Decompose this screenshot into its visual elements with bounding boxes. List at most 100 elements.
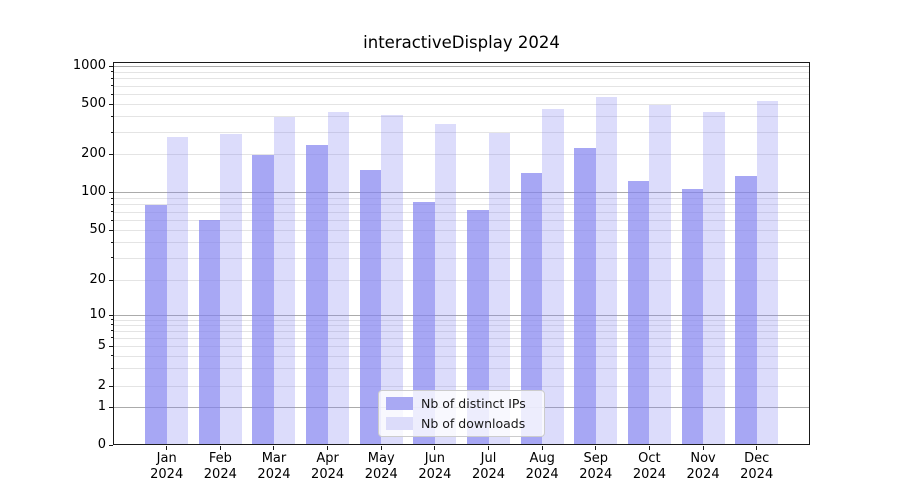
y-tick-mark — [109, 444, 113, 446]
y-tick-label: 100 — [81, 184, 106, 200]
x-tick-label-feb: Feb 2024 — [203, 451, 237, 482]
gridline-minor — [114, 355, 809, 357]
y-minor-tick-mark — [110, 337, 113, 339]
bar-nb-of-downloads-may — [381, 114, 403, 444]
y-minor-tick-mark — [110, 355, 113, 357]
gridline-minor — [114, 368, 809, 370]
x-tick-label-mar: Mar 2024 — [257, 451, 291, 482]
y-minor-tick-mark — [110, 71, 113, 73]
bar-nb-of-distinct-ips-feb — [198, 220, 221, 444]
x-tick-label-dec: Dec 2024 — [740, 451, 774, 482]
x-tick-label-jul: Jul 2024 — [471, 451, 506, 482]
gridline-minor — [114, 242, 809, 244]
x-tick-mark — [595, 446, 597, 450]
y-tick-label: 20 — [89, 272, 106, 287]
y-tick-label: 500 — [81, 96, 106, 111]
x-tick-label-nov: Nov 2024 — [686, 451, 720, 482]
gridline-minor — [114, 71, 809, 73]
x-tick-mark — [219, 446, 221, 450]
y-minor-tick-mark — [110, 367, 113, 369]
bar-nb-of-downloads-nov — [703, 112, 725, 444]
y-minor-tick-mark — [110, 330, 113, 332]
bar-nb-of-downloads-jan — [166, 136, 189, 444]
x-tick-mark — [648, 446, 650, 450]
y-minor-tick-mark — [110, 257, 113, 259]
x-tick-mark — [327, 446, 329, 450]
gridline-minor — [114, 132, 809, 134]
x-tick-mark — [166, 446, 168, 450]
y-tick-label: 0 — [97, 437, 106, 452]
y-tick-mark — [109, 229, 113, 231]
y-minor-tick-mark — [110, 241, 113, 243]
y-minor-tick-mark — [110, 324, 113, 326]
x-tick-label-jun: Jun 2024 — [418, 451, 452, 482]
bar-nb-of-distinct-ips-nov — [681, 189, 704, 444]
legend-swatch-downloads — [386, 417, 413, 430]
legend-swatch-distinct-ips — [386, 397, 413, 410]
gridline-minor — [114, 94, 809, 95]
x-tick-label-oct: Oct 2024 — [632, 451, 666, 482]
gridline-minor — [114, 104, 809, 105]
gridline-minor — [114, 154, 809, 156]
gridline-major — [114, 315, 809, 316]
y-minor-tick-mark — [110, 197, 113, 199]
y-tick-mark — [109, 345, 113, 347]
bar-nb-of-distinct-ips-apr — [306, 144, 328, 444]
bar-nb-of-downloads-apr — [327, 111, 350, 444]
gridline-minor — [114, 257, 809, 259]
gridline-minor — [114, 78, 809, 80]
gridline-minor — [114, 211, 809, 213]
bar-nb-of-distinct-ips-may — [359, 170, 382, 444]
bar-nb-of-distinct-ips-mar — [252, 155, 274, 444]
y-minor-tick-mark — [110, 115, 113, 117]
gridline-minor — [114, 280, 809, 281]
y-tick-mark — [109, 65, 113, 67]
gridline-minor — [114, 330, 809, 332]
gridline-minor — [114, 230, 809, 231]
gridline-minor — [114, 85, 809, 87]
y-tick-mark — [109, 103, 113, 105]
gridline-minor — [114, 319, 809, 321]
y-tick-label: 200 — [81, 146, 106, 162]
bar-nb-of-downloads-mar — [273, 116, 296, 444]
bar-nb-of-distinct-ips-sep — [574, 147, 596, 444]
x-tick-mark — [434, 446, 436, 450]
bar-nb-of-downloads-jul — [488, 132, 511, 444]
y-tick-label: 10 — [89, 307, 106, 322]
plot-area — [113, 62, 810, 445]
gridline-minor — [114, 116, 809, 118]
bar-nb-of-downloads-dec — [756, 101, 779, 444]
x-tick-mark — [541, 446, 543, 450]
y-tick-label: 2 — [97, 378, 106, 393]
y-minor-tick-mark — [110, 93, 113, 95]
y-tick-mark — [109, 191, 113, 193]
legend-label-distinct-ips: Nb of distinct IPs — [421, 396, 526, 411]
legend-label-downloads: Nb of downloads — [421, 416, 526, 431]
y-minor-tick-mark — [110, 77, 113, 79]
x-tick-label-may: May 2024 — [364, 451, 398, 482]
legend-item-downloads: Nb of downloads — [386, 416, 537, 431]
gridline-minor — [114, 198, 809, 200]
x-tick-mark — [756, 446, 758, 450]
y-tick-mark — [109, 153, 113, 155]
y-tick-label: 50 — [89, 222, 106, 237]
bar-nb-of-distinct-ips-jul — [467, 210, 489, 444]
x-tick-label-apr: Apr 2024 — [311, 451, 345, 482]
x-tick-label-sep: Sep 2024 — [579, 451, 613, 482]
gridline-minor — [114, 204, 809, 206]
bar-nb-of-distinct-ips-dec — [735, 175, 757, 444]
y-minor-tick-mark — [110, 219, 113, 221]
chart-title: interactiveDisplay 2024 — [363, 33, 560, 52]
bar-nb-of-downloads-jun — [434, 123, 457, 444]
x-tick-mark — [702, 446, 704, 450]
y-tick-label: 1 — [97, 399, 106, 414]
legend: Nb of distinct IPs Nb of downloads — [378, 390, 545, 437]
bar-nb-of-downloads-oct — [649, 104, 671, 444]
legend-item-distinct-ips: Nb of distinct IPs — [386, 396, 537, 411]
y-tick-mark — [109, 279, 113, 281]
gridline-minor — [114, 220, 809, 222]
gridline-minor — [114, 346, 809, 347]
y-minor-tick-mark — [110, 211, 113, 213]
x-tick-mark — [488, 446, 490, 450]
